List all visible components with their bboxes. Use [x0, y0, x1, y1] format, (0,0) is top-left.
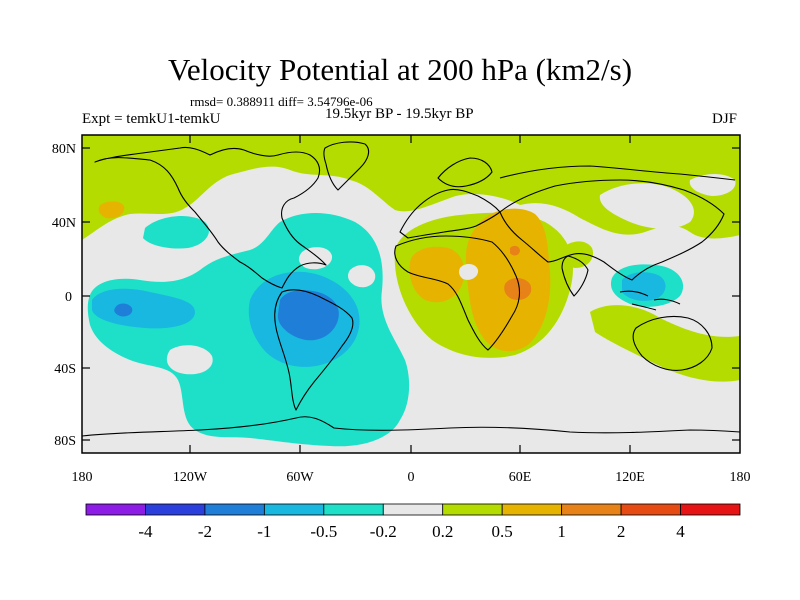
field-neutral-sahara-hole: [459, 264, 479, 280]
field-positive-east-africa: [465, 208, 551, 352]
colorbar-box: [382, 503, 444, 516]
colorbar-box: [620, 503, 681, 516]
field-positive-east-africa-strip: [558, 241, 594, 268]
lon-label: 120E: [615, 470, 645, 485]
coastline-scandinavia: [437, 157, 493, 188]
coastline-europe: [399, 188, 501, 239]
latitude-axis: 80N 40N 0 40S 80S: [52, 142, 740, 449]
lon-label: 120W: [173, 470, 208, 485]
field-negative-central-pacific: [92, 288, 195, 329]
stats-label: rmsd= 0.388911 diff= 3.54796e-06: [190, 94, 373, 109]
colorbar-label: -0.2: [370, 522, 397, 541]
period-label: 19.5kyr BP - 19.5kyr BP: [325, 106, 474, 122]
field-negative-pacific-core: [114, 303, 133, 317]
lat-label: 80S: [54, 434, 76, 449]
colorbar-label: 1: [557, 522, 566, 541]
colorbar-box: [145, 503, 206, 516]
field-positive-north-africa: [409, 246, 465, 303]
field-neutral-south-pacific-hole: [166, 345, 213, 375]
lon-label: 0: [408, 470, 415, 485]
coastlines: [82, 141, 740, 437]
lat-label: 80N: [52, 142, 76, 157]
lat-label: 40N: [52, 216, 76, 231]
coastline-africa: [394, 235, 521, 351]
colorbar-box: [561, 503, 622, 516]
colorbar-label: -1: [257, 522, 271, 541]
colorbar-box: [85, 503, 146, 516]
lon-label: 180: [730, 470, 751, 485]
field-positive-atlantic-pocket: [98, 201, 125, 219]
field-positive-indian-ocean: [590, 305, 740, 382]
longitude-axis: 180 120W 60W 0 60E 120E 180: [72, 135, 751, 485]
colorbar-label: 4: [676, 522, 685, 541]
colorbar-box: [680, 503, 741, 516]
field-positive-core: [504, 278, 532, 300]
plot-title: Velocity Potential at 200 hPa (km2/s): [167, 52, 633, 87]
colorbar-box: [323, 503, 384, 516]
field-negative-warm-pool: [622, 272, 666, 301]
lon-label: 180: [72, 470, 93, 485]
colorbar-labels: -4 -2 -1 -0.5 -0.2 0.2 0.5 1 2 4: [138, 522, 685, 541]
map-panel: [82, 135, 740, 453]
field-positive-north-band: [82, 135, 740, 240]
colorbar-box: [501, 503, 563, 516]
field-negative-north-pacific: [143, 216, 209, 249]
experiment-label: Expt = temkU1-temkU: [82, 111, 221, 127]
colorbar-label: 0.5: [492, 522, 513, 541]
colorbar-box: [204, 503, 265, 516]
colorbar-label: -0.5: [310, 522, 337, 541]
coastline-australia: [632, 315, 713, 371]
field-neutral-north-atlantic: [240, 175, 294, 215]
coastline-south-america: [274, 289, 354, 411]
coastline-indonesia: [619, 290, 681, 311]
field-positive-minor-core: [510, 245, 520, 256]
field-neutral-central-asia: [599, 183, 694, 229]
coastline-india: [561, 255, 589, 297]
colorbar-box: [442, 503, 503, 516]
lat-label: 40S: [54, 362, 76, 377]
coastline-siberia-north: [499, 165, 736, 181]
field-neutral-tropical-atlantic-hole: [348, 265, 376, 288]
coastline-asia: [499, 179, 725, 281]
coastline-greenland: [323, 141, 370, 191]
coastline-north-america: [94, 146, 327, 289]
colorbar: -4 -2 -1 -0.5 -0.2 0.2 0.5 1 2 4: [85, 503, 741, 541]
colorbar-boxes: [85, 503, 741, 516]
colorbar-label: -2: [198, 522, 212, 541]
field-neutral-arctic: [689, 174, 736, 196]
colorbar-box: [263, 503, 325, 516]
lat-label: 0: [65, 290, 72, 305]
season-label: DJF: [712, 111, 738, 127]
colorbar-label: 0.2: [432, 522, 453, 541]
field-negative-pacific-atlantic: [87, 213, 410, 447]
field-negative-core: [277, 290, 339, 341]
lon-label: 60W: [286, 470, 314, 485]
colorbar-label: 2: [617, 522, 626, 541]
colorbar-label: -4: [138, 522, 153, 541]
lon-label: 60E: [509, 470, 532, 485]
coastline-antarctica: [82, 416, 740, 437]
